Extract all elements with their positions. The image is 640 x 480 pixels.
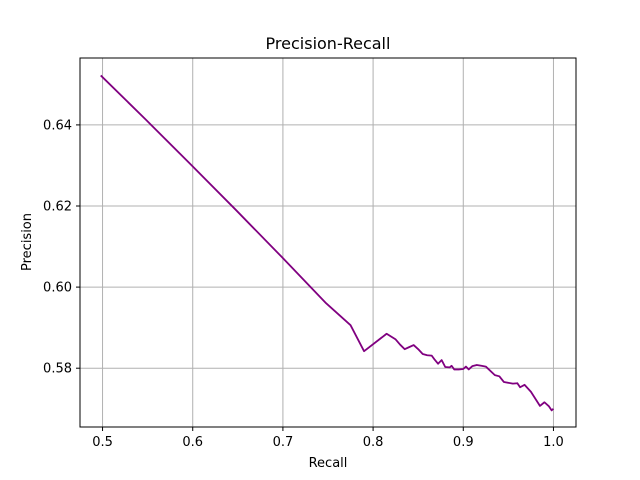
y-axis-ticks: 0.58 0.60 0.62 0.64 <box>43 118 80 377</box>
y-axis-label: Precision <box>20 213 35 271</box>
series-line-precision-recall <box>100 74 555 412</box>
y-tick-label: 0.64 <box>43 118 72 133</box>
plot-frame <box>79 57 577 428</box>
x-axis-ticks: 0.5 0.6 0.7 0.8 0.9 1.0 <box>92 427 564 450</box>
y-tick-label: 0.58 <box>43 362 72 377</box>
x-tick-label: 0.7 <box>273 435 294 450</box>
y-tick-label: 0.62 <box>43 200 72 215</box>
x-tick-label: 0.5 <box>92 435 113 450</box>
chart-title: Precision-Recall <box>266 34 391 53</box>
grid <box>80 58 576 427</box>
x-axis-label: Recall <box>309 456 348 471</box>
x-tick-label: 0.9 <box>453 435 474 450</box>
series-layer <box>100 74 555 412</box>
y-tick-label: 0.60 <box>43 281 72 296</box>
x-tick-label: 0.6 <box>182 435 203 450</box>
x-tick-label: 1.0 <box>543 435 564 450</box>
x-tick-label: 0.8 <box>363 435 384 450</box>
